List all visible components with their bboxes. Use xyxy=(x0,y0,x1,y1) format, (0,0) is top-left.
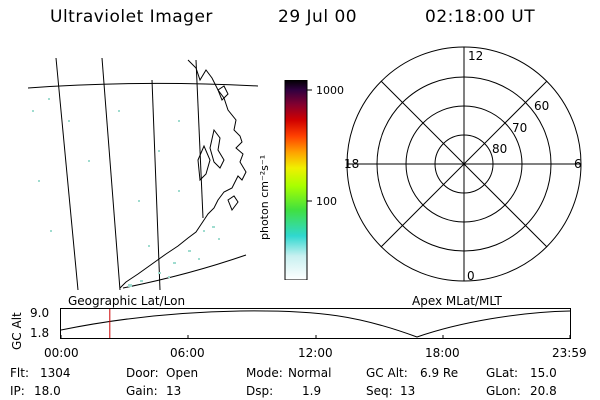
latitude-line xyxy=(122,254,247,289)
gain-label: Gain: xyxy=(126,384,158,398)
geographic-label: Geographic Lat/Lon xyxy=(68,294,186,308)
glat-value: 15.0 xyxy=(530,366,557,380)
colorbar-tick-label-100: 100 xyxy=(316,195,337,208)
meridian-line xyxy=(151,79,161,290)
door-value: Open xyxy=(166,366,199,380)
mlt-label-12: 12 xyxy=(468,49,483,63)
time-label: 02:18:00 UT xyxy=(425,7,536,27)
polar-plot: 12 0 18 6 60 70 80 xyxy=(344,46,582,283)
ip-label: IP: xyxy=(10,384,25,398)
island-outline xyxy=(197,144,211,182)
island-outline xyxy=(227,195,239,212)
gain-value: 13 xyxy=(166,384,182,398)
gcalt-label: GC Alt: xyxy=(366,366,408,380)
mlt-label-0: 0 xyxy=(467,269,475,283)
island-outline xyxy=(217,85,229,101)
dsp-value: 1.9 xyxy=(302,384,322,398)
lat-label-60: 60 xyxy=(534,99,549,113)
apex-label: Apex MLat/MLT xyxy=(412,294,502,308)
lat-label-80: 80 xyxy=(492,142,507,156)
geographic-map xyxy=(28,50,258,290)
mode-value: Normal xyxy=(288,366,332,380)
glon-label: GLon: xyxy=(486,384,521,398)
mlt-label-18: 18 xyxy=(344,157,359,171)
altitude-panel xyxy=(60,308,571,339)
ip-value: 18.0 xyxy=(34,384,61,398)
altitude-axis-label: GC Alt xyxy=(10,312,24,350)
seq-value: 13 xyxy=(400,384,416,398)
glon-value: 20.8 xyxy=(530,384,557,398)
time-tick-label: 23:59 xyxy=(552,346,587,360)
instrument-title: Ultraviolet Imager xyxy=(50,7,213,27)
colorbar-gradient xyxy=(284,80,308,280)
time-tick-label: 00:00 xyxy=(44,346,79,360)
meridian-line xyxy=(55,57,79,290)
flt-label: Flt: xyxy=(10,366,29,380)
flt-value: 1304 xyxy=(40,366,71,380)
island-outline xyxy=(209,128,225,169)
time-tick-label: 12:00 xyxy=(298,346,333,360)
altitude-curve xyxy=(60,310,571,338)
altitude-ymin-label: 1.8 xyxy=(30,326,50,340)
coastline xyxy=(119,59,247,289)
colorbar-tick-label-1000: 1000 xyxy=(316,84,344,97)
colorbar-unit-label: photon cm⁻²s⁻¹ xyxy=(258,154,271,240)
mlt-line-diagonal xyxy=(380,80,548,248)
date-label: 29 Jul 00 xyxy=(278,7,358,27)
colorbar xyxy=(284,80,312,280)
gcalt-value: 6.9 Re xyxy=(420,366,459,380)
lat-label-70: 70 xyxy=(512,121,527,135)
meridian-line xyxy=(101,57,121,290)
dsp-label: Dsp: xyxy=(246,384,274,398)
meridian-line xyxy=(195,59,204,219)
time-tick-label: 06:00 xyxy=(170,346,205,360)
mlt-label-6: 6 xyxy=(574,157,582,171)
uv-emission xyxy=(32,98,220,287)
latitude-line xyxy=(28,82,258,89)
altitude-ymax-label: 9.0 xyxy=(30,306,50,320)
seq-label: Seq: xyxy=(366,384,393,398)
time-ticks xyxy=(60,335,571,339)
door-label: Door: xyxy=(126,366,159,380)
mode-label: Mode: xyxy=(246,366,283,380)
glat-label: GLat: xyxy=(486,366,519,380)
time-tick-label: 18:00 xyxy=(425,346,460,360)
